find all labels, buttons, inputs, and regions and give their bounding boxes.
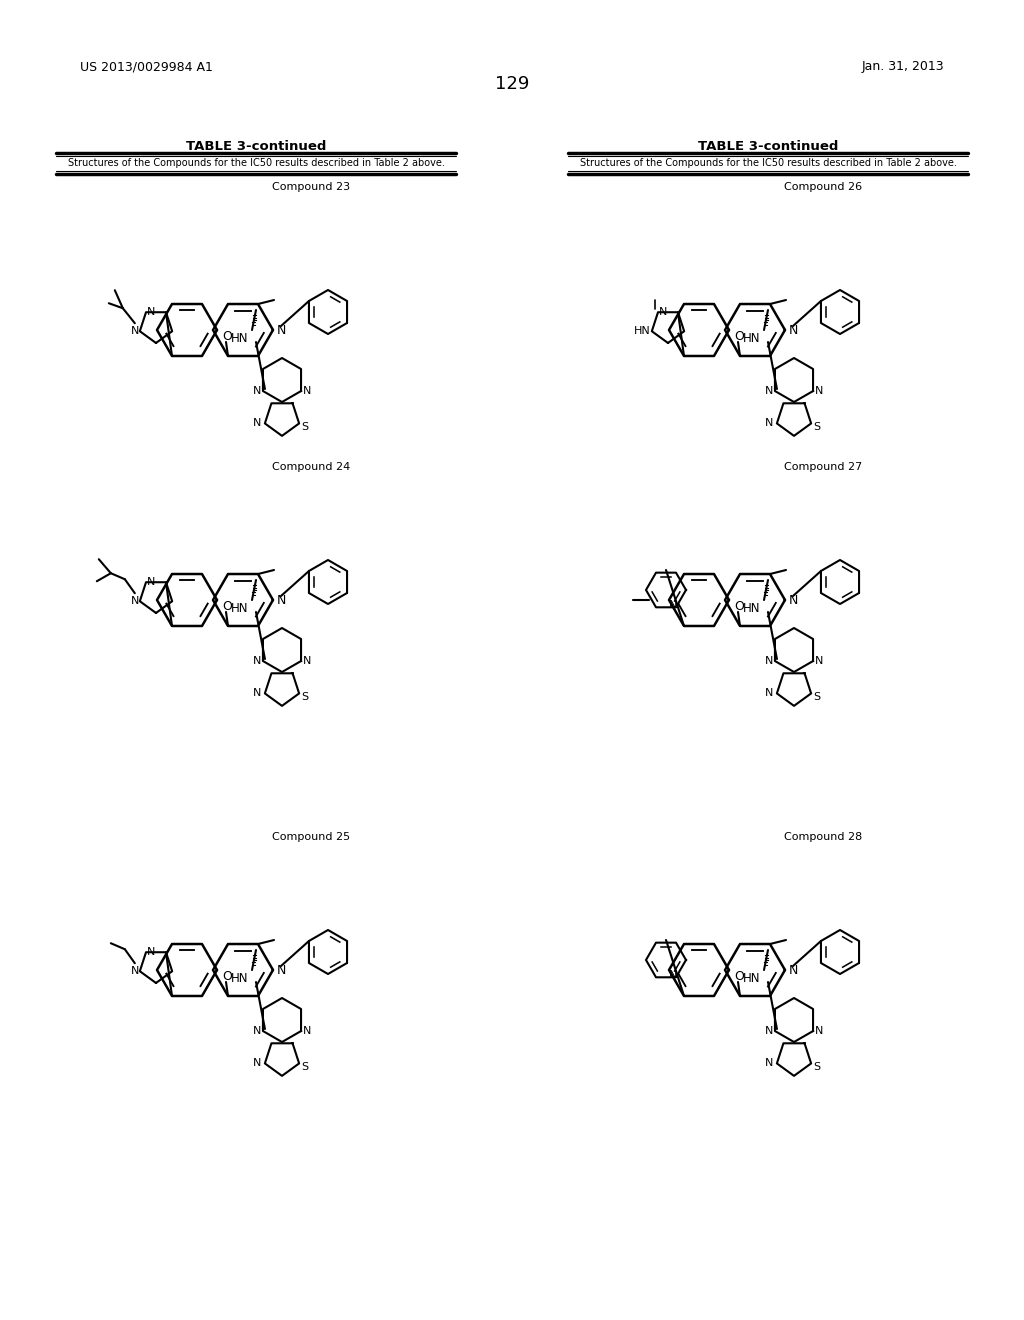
Text: N: N [303, 385, 311, 396]
Text: N: N [253, 689, 261, 698]
Text: Jan. 31, 2013: Jan. 31, 2013 [861, 59, 944, 73]
Text: S: S [301, 693, 308, 702]
Text: N: N [765, 1026, 773, 1036]
Text: S: S [813, 693, 820, 702]
Text: Compound 23: Compound 23 [272, 182, 350, 191]
Text: N: N [765, 656, 773, 667]
Text: S: S [301, 1063, 308, 1072]
Text: N: N [788, 323, 798, 337]
Text: N: N [815, 385, 823, 396]
Text: N: N [253, 418, 261, 429]
Text: Compound 24: Compound 24 [271, 462, 350, 473]
Text: N: N [303, 1026, 311, 1036]
Text: TABLE 3-continued: TABLE 3-continued [185, 140, 327, 153]
Text: S: S [813, 422, 820, 433]
Text: US 2013/0029984 A1: US 2013/0029984 A1 [80, 59, 213, 73]
Text: N: N [253, 385, 261, 396]
Text: HN: HN [743, 602, 761, 615]
Text: Compound 26: Compound 26 [784, 182, 862, 191]
Text: N: N [815, 1026, 823, 1036]
Text: N: N [131, 597, 139, 606]
Text: Compound 25: Compound 25 [272, 832, 350, 842]
Text: HN: HN [743, 331, 761, 345]
Text: HN: HN [231, 602, 249, 615]
Text: N: N [276, 964, 286, 977]
Text: N: N [815, 656, 823, 667]
Text: HN: HN [743, 972, 761, 985]
Text: 129: 129 [495, 75, 529, 92]
Text: N: N [788, 964, 798, 977]
Text: N: N [131, 966, 139, 977]
Text: N: N [253, 1026, 261, 1036]
Text: N: N [765, 1059, 773, 1068]
Text: N: N [253, 656, 261, 667]
Text: HN: HN [231, 972, 249, 985]
Text: N: N [131, 326, 139, 337]
Text: N: N [658, 308, 668, 317]
Text: N: N [669, 601, 677, 610]
Text: O: O [734, 330, 744, 343]
Text: N: N [765, 385, 773, 396]
Text: N: N [765, 418, 773, 429]
Text: N: N [146, 577, 156, 587]
Text: O: O [734, 601, 744, 614]
Text: Structures of the Compounds for the IC50 results described in Table 2 above.: Structures of the Compounds for the IC50… [68, 158, 444, 168]
Text: Structures of the Compounds for the IC50 results described in Table 2 above.: Structures of the Compounds for the IC50… [580, 158, 956, 168]
Text: Compound 27: Compound 27 [783, 462, 862, 473]
Text: N: N [276, 594, 286, 606]
Text: HN: HN [634, 326, 650, 337]
Text: Compound 28: Compound 28 [783, 832, 862, 842]
Text: N: N [146, 308, 156, 317]
Text: O: O [222, 601, 232, 614]
Text: N: N [765, 689, 773, 698]
Text: N: N [788, 594, 798, 606]
Text: N: N [253, 1059, 261, 1068]
Text: HN: HN [231, 331, 249, 345]
Text: S: S [301, 422, 308, 433]
Text: N: N [669, 970, 677, 979]
Text: S: S [813, 1063, 820, 1072]
Text: O: O [222, 330, 232, 343]
Text: N: N [146, 948, 156, 957]
Text: N: N [276, 323, 286, 337]
Text: N: N [303, 656, 311, 667]
Text: O: O [222, 970, 232, 983]
Text: TABLE 3-continued: TABLE 3-continued [697, 140, 839, 153]
Text: O: O [734, 970, 744, 983]
